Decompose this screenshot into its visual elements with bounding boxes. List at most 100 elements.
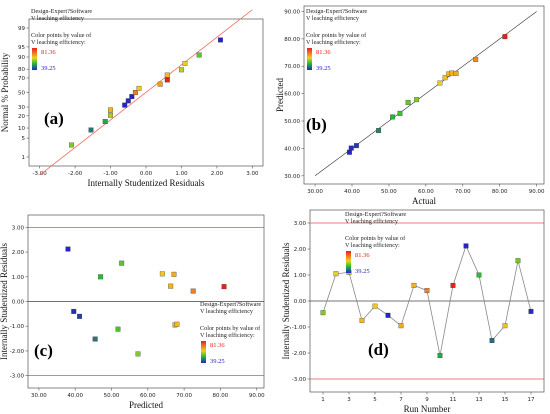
legend-caption1-d: Color points by value of [345, 235, 406, 242]
legend-software-d: Design-Expert?Software [345, 211, 406, 218]
data-point-a-12 [164, 72, 170, 78]
y-tick-label-a-2: 10 [18, 126, 25, 132]
data-point-b-1 [348, 145, 354, 151]
legend-caption2-a: V leaching efficiency: [31, 39, 86, 46]
x-tick-label-b-5: 80.00 [492, 189, 508, 195]
x-tick-label-d-1: 3 [347, 397, 351, 403]
panel-d: 1 3 5 7 9 11 13 15 17-3.00-2.00-1.000.001.002.00… [281, 209, 545, 414]
data-point-b-6 [405, 99, 411, 105]
data-point-b-14 [502, 34, 508, 40]
data-point-c-7 [135, 351, 141, 357]
legend-max-value-d: 81.36 [355, 252, 370, 259]
data-point-a-9 [136, 85, 142, 91]
legend-response-c: V leaching efficiency [200, 308, 254, 315]
legend-caption1-c: Color points by value of [200, 325, 261, 332]
legend-max-value-c: 81.36 [210, 342, 225, 349]
x-tick-label-c-4: 70.00 [176, 393, 192, 399]
y-tick-label-c-3: 0.00 [12, 300, 25, 306]
y-tick-label-b-3: 60.00 [284, 92, 300, 98]
legend-caption1-a: Color points by value of [31, 32, 92, 39]
data-point-d-9 [437, 353, 443, 359]
y-tick-label-d-3: 0.00 [294, 299, 307, 305]
x-tick-label-a-5: 2.00 [211, 171, 224, 177]
panel-label-b: (b) [306, 115, 327, 134]
y-tick-label-b-1: 40.00 [284, 146, 300, 152]
legend-max-value-a: 81.36 [41, 49, 56, 56]
x-tick-label-d-4: 9 [425, 397, 429, 403]
data-point-b-13 [473, 56, 479, 62]
data-point-c-5 [115, 326, 121, 332]
panel-c: 30.00 40.00 50.00 60.00 70.00 80.00 90.00 -3.00… [0, 214, 265, 410]
data-point-c-2 [77, 313, 83, 319]
legend-caption2-d: V leaching efficiency: [345, 242, 400, 249]
legend-response-d: V leaching efficiency [345, 218, 399, 225]
data-point-a-13 [179, 67, 184, 73]
x-axis-label-d: Run Number [404, 404, 451, 414]
y-tick-label-c-1: -2.00 [10, 349, 25, 355]
x-tick-label-d-8: 17 [528, 397, 535, 403]
y-axis-label-d: Internally Studentized Residuals [281, 242, 291, 359]
y-tick-label-d-2: -1.00 [292, 325, 307, 331]
data-point-d-14 [502, 323, 508, 329]
y-tick-label-a-7: 80 [18, 67, 25, 73]
data-point-d-10 [450, 282, 456, 288]
data-point-d-11 [463, 243, 469, 249]
y-tick-label-b-2: 50.00 [284, 119, 300, 125]
data-point-d-15 [515, 258, 521, 264]
y-tick-label-d-0: -3.00 [292, 377, 307, 383]
x-axis-label-a: Internally Studentized Residuals [88, 178, 205, 188]
x-axis-label-c: Predicted [129, 400, 163, 410]
data-point-b-4 [390, 114, 396, 120]
panel-label-d: (d) [368, 340, 389, 359]
x-tick-label-a-4: 1.00 [175, 171, 188, 177]
data-point-d-1 [333, 271, 339, 277]
y-tick-label-d-6: 3.00 [294, 221, 307, 227]
x-tick-label-a-0: -3.00 [33, 171, 48, 177]
x-tick-label-c-3: 60.00 [140, 393, 156, 399]
data-point-c-1 [71, 308, 77, 314]
legend-min-value-a: 39.25 [41, 65, 56, 72]
legend-caption1-b: Color points by value of [306, 32, 367, 39]
y-tick-label-a-3: 20 [18, 114, 25, 120]
panel-label-c: (c) [34, 341, 53, 360]
data-point-c-4 [98, 274, 104, 280]
legend-min-value-b: 39.25 [316, 65, 331, 72]
data-point-a-7 [129, 94, 135, 100]
data-point-d-4 [372, 303, 378, 309]
legend-software-a: Design-Expert?Software [31, 8, 92, 15]
legend-caption2-c: V leaching efficiency: [200, 332, 255, 339]
x-tick-label-a-1: -2.00 [68, 171, 83, 177]
y-tick-label-b-5: 80.00 [284, 37, 300, 43]
x-tick-label-d-7: 15 [502, 397, 509, 403]
x-tick-label-b-3: 60.00 [418, 189, 434, 195]
data-point-b-0 [346, 149, 352, 155]
data-point-d-7 [411, 282, 417, 288]
y-tick-label-a-1: 5 [22, 136, 26, 142]
data-point-c-10 [171, 271, 177, 277]
y-tick-label-a-0: 1 [22, 155, 26, 161]
data-point-d-5 [385, 312, 391, 318]
data-point-d-13 [489, 338, 495, 343]
legend-software-c: Design-Expert?Software [200, 301, 261, 308]
x-tick-label-d-5: 11 [450, 397, 457, 403]
legend-software-b: Design-Expert?Software [306, 8, 367, 15]
data-point-a-5 [122, 102, 128, 108]
data-point-c-13 [190, 288, 196, 294]
data-point-c-12 [174, 321, 180, 327]
legend-min-value-c: 39.25 [210, 358, 225, 365]
y-axis-label-b: Predicted [275, 78, 285, 112]
x-tick-label-b-6: 90.00 [529, 189, 545, 195]
data-point-d-6 [398, 323, 404, 329]
x-tick-label-d-3: 7 [399, 397, 403, 403]
x-tick-label-d-0: 1 [321, 397, 325, 403]
y-tick-label-d-4: 1.00 [294, 273, 307, 279]
legend-max-value-b: 81.36 [316, 49, 331, 56]
color-scale-bar-a [32, 48, 37, 70]
data-point-a-6 [125, 98, 131, 104]
data-point-c-3 [92, 336, 98, 342]
data-point-c-14 [221, 284, 227, 290]
y-tick-label-b-4: 70.00 [284, 64, 300, 70]
x-tick-label-b-0: 30.00 [307, 189, 323, 195]
y-tick-label-d-5: 2.00 [294, 247, 307, 253]
y-tick-label-b-6: 90.00 [284, 9, 300, 15]
